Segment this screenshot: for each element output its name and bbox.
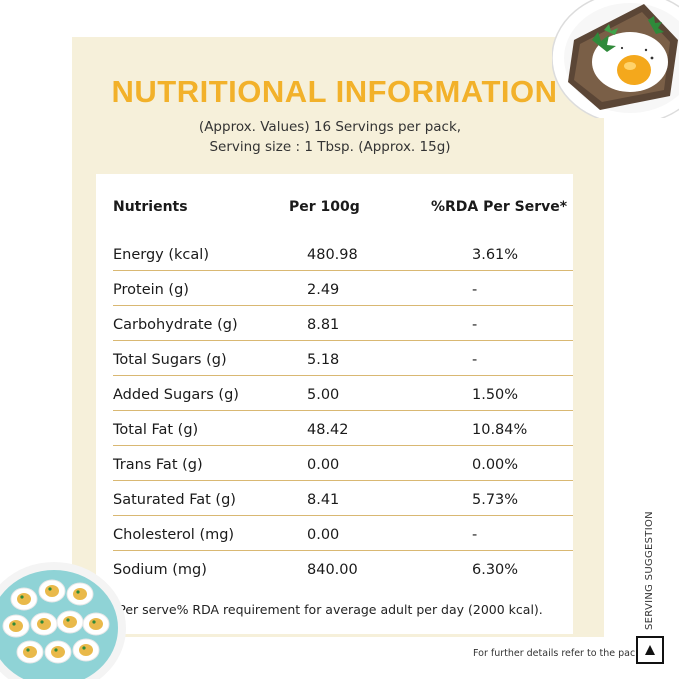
per-100g-value: 8.81 — [307, 317, 340, 333]
per-100g-value: 8.41 — [307, 492, 340, 508]
further-details-note: For further details refer to the pack. — [473, 648, 644, 659]
per-100g-value: 2.49 — [307, 282, 340, 298]
serving-info: (Approx. Values) 16 Servings per pack, S… — [110, 117, 550, 157]
nutrient-name: Trans Fat (g) — [113, 457, 203, 473]
rda-value: - — [472, 317, 478, 333]
rda-value: 3.61% — [472, 247, 519, 263]
nutrient-name: Cholesterol (mg) — [113, 527, 235, 543]
table-row: Energy (kcal) 480.98 3.61% — [113, 226, 573, 271]
nutrient-name: Added Sugars (g) — [113, 387, 239, 403]
serving-info-line-1: (Approx. Values) 16 Servings per pack, — [198, 119, 462, 135]
rda-footnote: *Per serve% RDA requirement for average … — [112, 602, 543, 617]
triangle-logo-icon — [645, 645, 655, 655]
table-row: Sodium (mg) 840.00 6.30% — [113, 551, 573, 585]
deviled-eggs-plate-image — [0, 562, 126, 679]
per-100g-value: 480.98 — [307, 247, 358, 263]
nutrient-name: Total Fat (g) — [113, 422, 199, 438]
table-row: Total Fat (g) 48.42 10.84% — [113, 411, 573, 446]
per-100g-value: 840.00 — [307, 562, 358, 578]
header-rda: %RDA Per Serve* — [431, 199, 568, 215]
rda-value: 0.00% — [472, 457, 519, 473]
nutrition-table: Nutrients Per 100g %RDA Per Serve* Energ… — [113, 190, 573, 585]
rda-value: 1.50% — [472, 387, 519, 403]
header-per-100g: Per 100g — [289, 199, 360, 215]
rda-value: 5.73% — [472, 492, 519, 508]
rda-value: 10.84% — [472, 422, 528, 438]
page-title: NUTRITIONAL INFORMATION — [111, 74, 558, 109]
per-100g-value: 5.00 — [307, 387, 340, 403]
table-header: Nutrients Per 100g %RDA Per Serve* — [113, 190, 573, 226]
fried-egg-toast-image — [552, 0, 679, 118]
rda-value: - — [472, 282, 478, 298]
per-100g-value: 0.00 — [307, 457, 340, 473]
serving-suggestion-label: SERVING SUGGESTION — [644, 511, 655, 630]
serving-info-line-2: Serving size : 1 Tbsp. (Approx. 15g) — [209, 139, 451, 155]
per-100g-value: 5.18 — [307, 352, 340, 368]
per-100g-value: 48.42 — [307, 422, 349, 438]
table-row: Protein (g) 2.49 - — [113, 271, 573, 306]
table-row: Added Sugars (g) 5.00 1.50% — [113, 376, 573, 411]
header-nutrients: Nutrients — [113, 199, 188, 215]
rda-value: - — [472, 527, 478, 543]
table-row: Trans Fat (g) 0.00 0.00% — [113, 446, 573, 481]
nutrient-name: Sodium (mg) — [113, 562, 207, 578]
table-row: Cholesterol (mg) 0.00 - — [113, 516, 573, 551]
per-100g-value: 0.00 — [307, 527, 340, 543]
nutrient-name: Carbohydrate (g) — [113, 317, 238, 333]
rda-value: 6.30% — [472, 562, 519, 578]
table-row: Carbohydrate (g) 8.81 - — [113, 306, 573, 341]
table-row: Saturated Fat (g) 8.41 5.73% — [113, 481, 573, 516]
nutrient-name: Saturated Fat (g) — [113, 492, 236, 508]
nutrient-name: Total Sugars (g) — [113, 352, 227, 368]
table-row: Total Sugars (g) 5.18 - — [113, 341, 573, 376]
nutrient-name: Protein (g) — [113, 282, 189, 298]
rda-value: - — [472, 352, 478, 368]
brand-logo — [636, 636, 664, 664]
nutrition-card — [96, 174, 573, 634]
nutrient-name: Energy (kcal) — [113, 247, 209, 263]
